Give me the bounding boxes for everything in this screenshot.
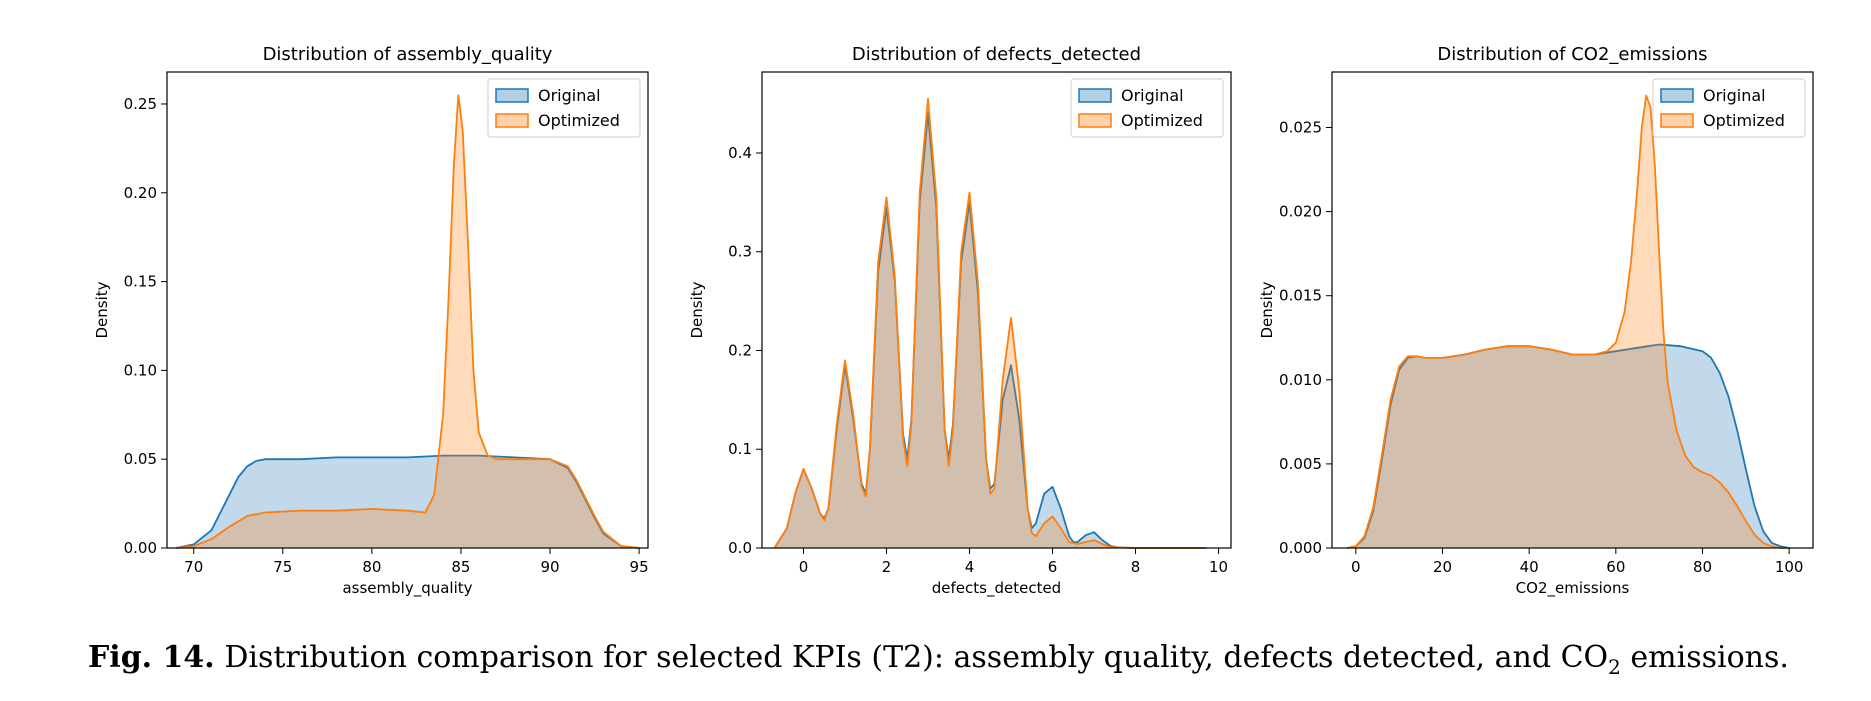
series-line-optimized: [1347, 94, 1790, 549]
series-line-optimized: [773, 97, 1207, 549]
legend-swatch-original: [495, 88, 529, 103]
series-area-original: [175, 455, 640, 548]
x-axis-label: defects_detected: [932, 579, 1061, 598]
y-tick-label: 0.10: [124, 361, 157, 379]
caption-text-end: emissions.: [1630, 640, 1789, 675]
x-tick-label: 8: [1131, 558, 1141, 576]
legend-swatch-optimized: [1078, 113, 1112, 128]
series-line-optimized: [175, 94, 640, 549]
y-tick-label: 0.010: [1279, 371, 1322, 389]
y-axis-label: Density: [688, 281, 706, 338]
legend-label-optimized: Optimized: [538, 111, 620, 130]
series-area-original: [1347, 344, 1790, 548]
x-tick-label: 80: [362, 558, 381, 576]
chart-title: Distribution of defects_detected: [852, 44, 1141, 65]
legend-swatch-original: [1660, 88, 1694, 103]
caption-text: Distribution comparison for selected KPI…: [224, 640, 1609, 675]
axes-frame: [761, 71, 1232, 549]
series-area-original: [774, 113, 1207, 548]
figure: 70 75 80 85 90 950.000.050.100.150.200.25Dist…: [93, 44, 1814, 598]
caption-label: Fig. 14.: [88, 640, 215, 675]
x-tick-label: 0: [799, 558, 809, 576]
y-tick-label: 0.2: [728, 341, 752, 359]
y-axis-label: Density: [1258, 281, 1276, 338]
legend: [1070, 78, 1224, 138]
y-tick-label: 0.05: [124, 450, 157, 468]
x-axis-label: assembly_quality: [342, 579, 472, 598]
x-tick-label: 2: [882, 558, 892, 576]
x-axis-label: CO2_emissions: [1516, 579, 1630, 598]
axes-frame: [1331, 71, 1814, 549]
y-tick-label: 0.005: [1279, 455, 1322, 473]
legend-swatch-original: [1078, 88, 1112, 103]
y-tick-label: 0.25: [124, 95, 157, 113]
y-tick-label: 0.015: [1279, 287, 1322, 305]
caption-subscript: 2: [1608, 655, 1621, 679]
legend: [1652, 78, 1806, 138]
x-tick-label: 20: [1433, 558, 1452, 576]
legend-label-original: Original: [1121, 86, 1184, 105]
legend-label-optimized: Optimized: [1121, 111, 1203, 130]
y-tick-label: 0.15: [124, 273, 157, 291]
chart-3: 0 20 40 60 80 100 0.000 0.005 0.010 0.015 0.020 0.0…: [1258, 44, 1814, 598]
x-tick-label: 4: [965, 558, 975, 576]
legend-label-optimized: Optimized: [1703, 111, 1785, 130]
legend: [487, 78, 641, 138]
legend-label-original: Original: [1703, 86, 1766, 105]
y-tick-label: 0.20: [124, 184, 157, 202]
y-axis-label: Density: [93, 281, 111, 338]
x-tick-label: 60: [1606, 558, 1625, 576]
series-area-optimized: [774, 98, 1207, 548]
x-tick-label: 70: [184, 558, 203, 576]
x-tick-label: 100: [1775, 558, 1804, 576]
series-area-optimized: [1347, 95, 1790, 548]
x-tick-label: 95: [630, 558, 649, 576]
x-tick-label: 80: [1693, 558, 1712, 576]
y-tick-label: 0.0: [728, 539, 752, 557]
axes-frame: [166, 71, 649, 549]
legend-swatch-optimized: [1660, 113, 1694, 128]
chart-title: Distribution of CO2_emissions: [1437, 44, 1707, 65]
x-tick-label: 40: [1520, 558, 1539, 576]
y-tick-label: 0.1: [728, 440, 752, 458]
x-tick-label: 90: [540, 558, 559, 576]
y-tick-label: 0.025: [1279, 119, 1322, 137]
x-tick-label: 0: [1351, 558, 1361, 576]
x-tick-label: 85: [451, 558, 470, 576]
y-tick-label: 0.00: [124, 539, 157, 557]
x-tick-label: 10: [1209, 558, 1228, 576]
chart-2: 0 2 4 6 8 10 0.0 0.1 0.2 0.3 0.4 Distribution of de…: [688, 44, 1232, 598]
chart-1: 70 75 80 85 90 95 0.00 0.05 0.10 0.15 0.20 0.25 Dist…: [93, 44, 649, 598]
legend-label-original: Original: [538, 86, 601, 105]
legend-swatch-optimized: [495, 113, 529, 128]
chart-title: Distribution of assembly_quality: [263, 44, 553, 65]
y-tick-label: 0.000: [1279, 539, 1322, 557]
x-tick-label: 6: [1048, 558, 1058, 576]
x-tick-label: 75: [273, 558, 292, 576]
y-tick-label: 0.3: [728, 243, 752, 261]
figure-caption: Fig. 14. Distribution comparison for sel…: [88, 640, 1848, 679]
y-tick-label: 0.4: [728, 144, 752, 162]
y-tick-label: 0.020: [1279, 203, 1322, 221]
